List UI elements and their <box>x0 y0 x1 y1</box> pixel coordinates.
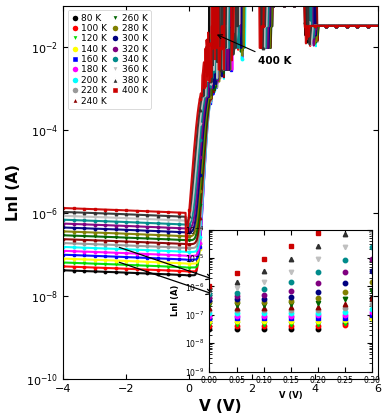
X-axis label: V (V): V (V) <box>199 399 242 415</box>
Y-axis label: LnI (A): LnI (A) <box>5 164 21 221</box>
Text: 80 K: 80 K <box>0 419 1 420</box>
Text: 400 K: 400 K <box>218 35 292 66</box>
Legend: 80 K, 100 K, 120 K, 140 K, 160 K, 180 K, 200 K, 220 K, 240 K, 260 K, 280 K, 300 : 80 K, 100 K, 120 K, 140 K, 160 K, 180 K,… <box>68 10 151 109</box>
